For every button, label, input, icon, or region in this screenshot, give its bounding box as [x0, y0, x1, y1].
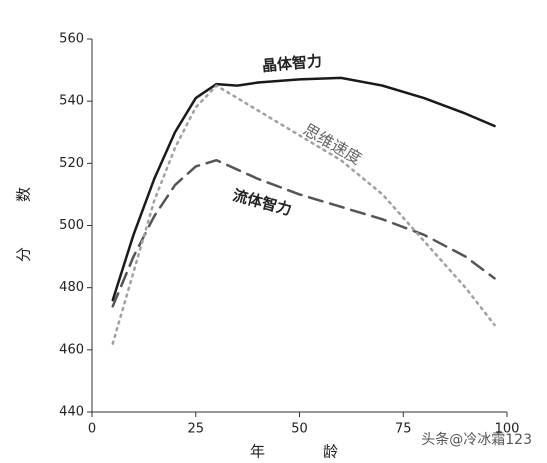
series-annotation: 晶体智力	[261, 52, 322, 75]
y-tick-label: 480	[59, 280, 84, 295]
x-tick-label: 75	[395, 422, 412, 437]
y-tick-label: 540	[59, 94, 84, 109]
y-tick-label: 520	[59, 156, 84, 171]
series-line	[111, 76, 496, 302]
series-annotation: 思维速度	[300, 120, 365, 168]
y-axis-label: 分数	[15, 142, 33, 262]
watermark: 头条@冷冰霜123	[421, 431, 532, 448]
y-tick-label: 500	[59, 218, 84, 233]
y-tick-label: 460	[59, 342, 84, 357]
series-line	[111, 84, 496, 345]
y-tick-label: 440	[59, 405, 84, 420]
series-line	[111, 158, 496, 308]
x-tick-label: 25	[187, 422, 204, 437]
x-axis-label: 年龄	[250, 443, 396, 461]
series-annotation: 流体智力	[231, 186, 294, 219]
y-tick-label: 560	[59, 32, 84, 47]
x-tick-label: 50	[291, 422, 308, 437]
x-tick-label: 100	[495, 422, 520, 437]
x-tick-label: 0	[88, 422, 96, 437]
